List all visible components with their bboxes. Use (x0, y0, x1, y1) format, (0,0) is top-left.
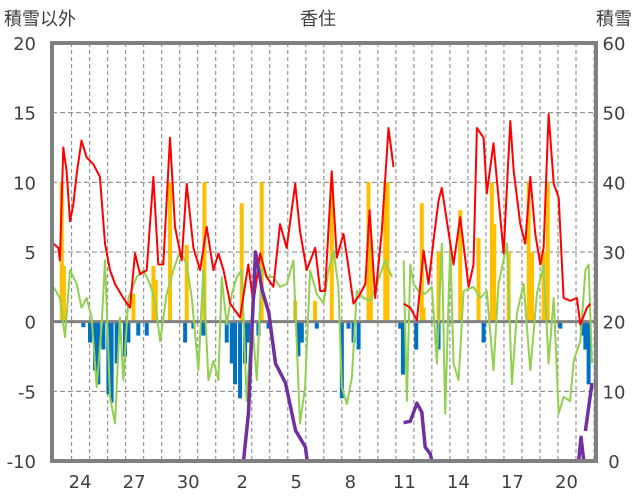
orange-bar (167, 182, 172, 322)
orange-bar (202, 182, 207, 322)
blue-bar (93, 321, 98, 371)
x-tick-label: 8 (345, 472, 356, 493)
blue-bar (88, 321, 93, 343)
blue-bar (314, 321, 319, 329)
x-tick-label: 2 (236, 472, 247, 493)
right-tick-label: 40 (603, 173, 626, 194)
right-tick-label: 50 (603, 104, 626, 125)
blue-bar (183, 321, 188, 343)
blue-bar (246, 321, 251, 343)
blue-bar (398, 321, 403, 329)
bars (59, 182, 591, 403)
orange-bar (383, 182, 388, 322)
left-tick-label: 20 (13, 34, 36, 55)
red-series-line (52, 113, 592, 326)
x-tick-label: 14 (447, 472, 470, 493)
x-tick-label: 27 (123, 472, 146, 493)
right-tick-label: 30 (603, 243, 626, 264)
orange-bar (329, 182, 334, 322)
blue-bar (481, 321, 486, 343)
x-tick-label: 20 (555, 472, 578, 493)
x-tick-label: 11 (393, 472, 416, 493)
blue-bar (81, 321, 86, 328)
blue-bar (229, 321, 234, 364)
orange-bar (61, 265, 66, 322)
blue-bar (266, 321, 271, 329)
blue-bar (109, 321, 114, 403)
plot-frame (50, 41, 598, 463)
x-tick-label: 17 (501, 472, 524, 493)
orange-bar (436, 252, 441, 322)
orange-bar (526, 182, 531, 322)
orange-bar (421, 307, 426, 322)
blue-bar (114, 321, 119, 364)
blue-bar (136, 321, 141, 336)
left-tick-label: -5 (18, 382, 36, 403)
left-tick-label: 15 (13, 104, 36, 125)
orange-bar (530, 252, 535, 322)
blue-bar (299, 321, 304, 343)
blue-bar (583, 321, 588, 350)
blue-bar (233, 321, 238, 385)
x-tick-label: 30 (177, 472, 200, 493)
left-tick-label: 10 (13, 173, 36, 194)
orange-bar (368, 238, 373, 322)
x-tick-label: 24 (69, 472, 92, 493)
orange-bar (259, 182, 264, 322)
series-lines (52, 113, 596, 463)
blue-bar (356, 321, 361, 350)
green-series-line (52, 241, 593, 425)
left-tick-label: 5 (25, 243, 36, 264)
blue-bar (414, 321, 419, 350)
purple-series-line (52, 250, 594, 463)
orange-bar (131, 293, 136, 322)
right-axis-label: 積雪 (596, 9, 632, 30)
blue-bar (101, 321, 106, 350)
chart-title: 香住 (300, 9, 336, 30)
orange-bar (59, 182, 64, 322)
orange-bar (545, 182, 550, 322)
blue-bar (400, 321, 405, 375)
orange-bar (366, 182, 371, 322)
blue-bar (144, 321, 149, 336)
blue-bar (201, 321, 206, 336)
orange-bar (184, 245, 189, 322)
blue-bar (126, 321, 131, 343)
right-tick-label: 0 (608, 452, 619, 473)
blue-bar (96, 321, 101, 385)
x-tick-label: 5 (291, 472, 302, 493)
blue-bar (224, 321, 229, 343)
orange-bar (541, 252, 546, 322)
orange-bar (385, 182, 390, 322)
blue-bar (238, 321, 243, 399)
orange-bar (239, 203, 244, 322)
left-tick-label: 0 (25, 313, 36, 334)
orange-bar (489, 182, 494, 322)
tick-labels: -10 -5 0 5 10 15 20 0 10 20 30 40 50 60 24 27 30 2 5 8 11 14 1… (7, 34, 626, 493)
orange-bar (312, 300, 317, 322)
orange-bar (476, 238, 481, 322)
orange-bar (492, 224, 497, 322)
left-axis-label: 積雪以外 (4, 9, 76, 30)
right-tick-label: 20 (603, 313, 626, 334)
right-tick-label: 10 (603, 382, 626, 403)
blue-bar (346, 321, 351, 329)
blue-bar (558, 321, 563, 329)
blue-bar (586, 321, 591, 385)
gridlines (52, 43, 596, 461)
blue-bar (296, 321, 301, 357)
right-tick-label: 60 (603, 34, 626, 55)
orange-bar (458, 210, 463, 322)
left-tick-label: -10 (7, 452, 36, 473)
